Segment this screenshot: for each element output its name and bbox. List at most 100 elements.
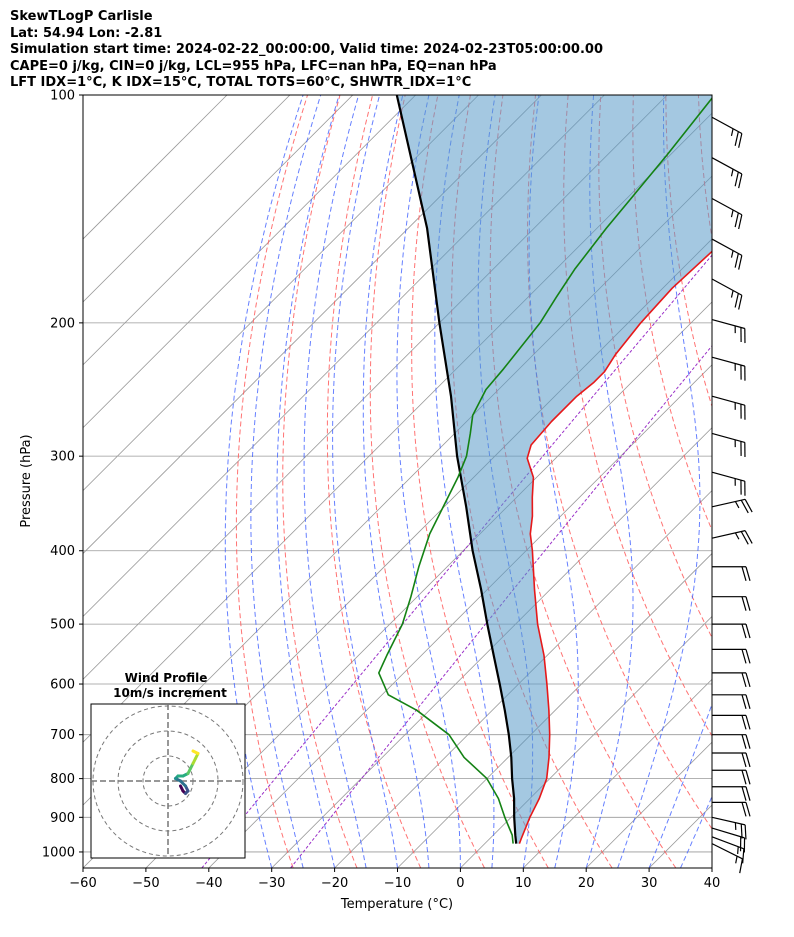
time-line: Simulation start time: 2024-02-22_00:00:… [10,42,603,57]
wind-barb [711,471,746,496]
x-tick-label: −30 [258,876,285,891]
wind-barb-flag [741,694,747,709]
wind-barb-shaft [711,197,743,216]
wind-barb-flag [741,734,747,749]
wind-barb-flag [739,858,744,874]
wind-barb-flag [745,649,751,664]
wind-barb-shaft [711,836,745,850]
isotherm-line [83,95,479,492]
wind-barb-flag [741,596,747,611]
wind-barb [712,752,751,768]
moist-adiabat [396,95,461,868]
wind-barb [712,801,751,817]
y-tick-label: 300 [50,450,75,465]
y-tick-label: 600 [50,678,75,693]
mixing-ratio-line [290,344,712,868]
wind-barb-shaft [711,318,745,330]
wind-barb-shaft [711,471,745,482]
x-tick-label: 40 [704,876,721,891]
wind-barb [712,672,751,688]
x-tick-label: 30 [641,876,658,891]
wind-barb-shaft [711,816,746,826]
inset-subtitle: 10m/s increment [113,686,227,700]
wind-barb [711,530,753,545]
wind-barb-shaft [711,238,743,256]
wind-barb-half-flag [730,209,734,218]
parcel-profile-line [395,95,518,844]
wind-barb-flag [745,596,751,611]
wind-barb [711,318,746,344]
wind-barb-flag [741,649,747,664]
location-line: Lat: 54.94 Lon: -2.81 [10,25,163,41]
index-line: LFT IDX=1°C, K IDX=15°C, TOTAL TOTS=60°C… [10,75,472,90]
wind-barb-flag [734,253,739,268]
cape-line: CAPE=0 j/kg, CIN=0 j/kg, LCL=955 hPa, LF… [10,58,497,74]
wind-barb-half-flag [730,290,734,298]
x-tick-label: 10 [515,876,532,891]
moist-adiabat [711,866,712,868]
wind-barb-flag [744,499,753,513]
chart-header: SkewTLogP Carlisle Lat: 54.94 Lon: -2.81… [10,9,603,92]
dry-adiabat [764,95,794,868]
isotherm-line [523,678,712,868]
moist-adiabat [434,95,495,868]
wind-barb-flag [741,672,747,688]
moist-adiabat [362,95,430,868]
moist-adiabat [648,702,712,868]
isotherm-line [460,615,712,868]
wind-barb [711,498,753,514]
wind-barb-flag [740,499,749,514]
wind-barb-flag [740,531,749,545]
wind-barb-flag [734,293,739,308]
wind-barb-flag [745,752,751,768]
dry-adiabat [697,95,712,241]
isotherm-line [775,95,794,868]
wind-barb [711,278,743,310]
wind-barb-half-flag [730,250,734,258]
y-tick-label: 900 [50,811,75,826]
wind-barb [712,734,751,749]
moist-adiabat [332,95,398,868]
wind-barb-flag [738,133,743,148]
wind-barb [711,827,746,853]
wind-barb-shaft [711,395,745,406]
dry-adiabat [282,95,358,868]
wind-barb-flag [738,173,743,189]
wind-barb-flag [745,802,751,817]
wind-barb-flag [744,530,753,544]
wind-barb [711,238,743,270]
wind-barb-shaft [711,356,745,367]
y-tick-label: 500 [50,618,75,633]
dry-adiabat [563,95,712,737]
wind-barb-flag [741,715,747,730]
wind-barb [711,836,745,864]
wind-barb [711,432,746,457]
wind-barb-flag [745,623,751,639]
wind-barb-flag [742,848,745,864]
wind-barb-shaft [711,157,743,175]
wind-barb-shaft [711,432,745,444]
wind-barb [712,769,751,785]
y-tick-label: 400 [50,544,75,559]
wind-barb-flag [741,752,747,768]
moist-adiabat [303,95,367,868]
wind-barb-half-flag [737,846,739,854]
wind-barb [711,816,747,840]
dewpoint-line [378,96,712,844]
wind-barb-flag [745,770,751,785]
wind-barb-flag [745,694,751,709]
wind-barb-flag [741,786,747,801]
y-tick-label: 100 [50,89,75,104]
dry-adiabat [235,95,308,868]
wind-barb-flag [738,255,743,270]
wind-barb [712,648,751,664]
wind-barb-flag [741,802,747,817]
moist-adiabat [250,95,322,868]
y-tick-label: 700 [50,728,75,743]
isotherm-line [271,427,712,868]
dry-adiabat [369,95,485,868]
inset-title: Wind Profile [125,671,208,685]
isotherm-line [83,95,542,555]
dry-adiabat [598,95,712,639]
